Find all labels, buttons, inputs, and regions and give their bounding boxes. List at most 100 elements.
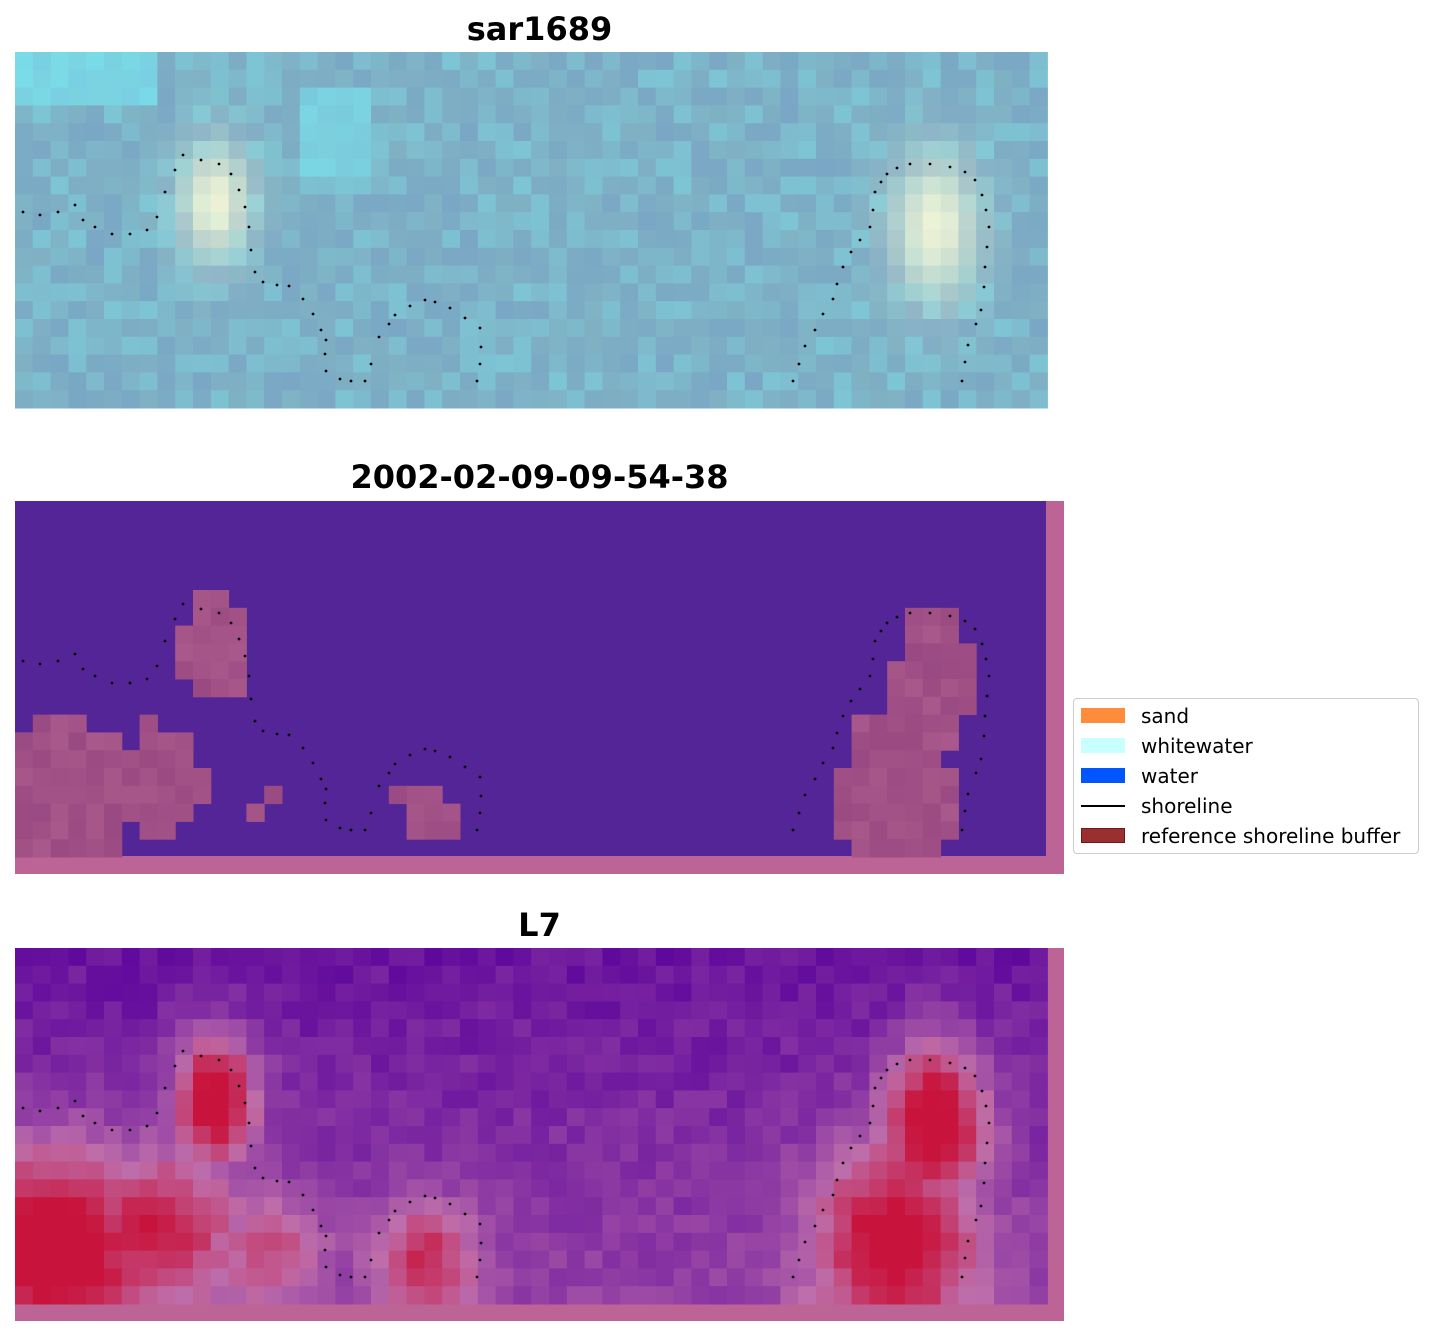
- index-pixel: [833, 1090, 853, 1109]
- image-pixel: [424, 69, 443, 89]
- index-pixel: [121, 1286, 141, 1305]
- index-pixel: [762, 1001, 781, 1020]
- index-pixel: [851, 1108, 870, 1127]
- index-pixel: [210, 1215, 230, 1234]
- image-pixel: [691, 372, 710, 391]
- image-pixel: [406, 372, 425, 391]
- index-pixel: [228, 1197, 247, 1216]
- index-pixel: [1029, 1215, 1048, 1234]
- index-pixel: [851, 1215, 870, 1234]
- index-pixel: [1029, 1090, 1048, 1109]
- classified-pixel: [86, 732, 105, 751]
- index-pixel: [139, 1286, 158, 1305]
- shoreline-point: [974, 771, 978, 775]
- image-pixel: [32, 87, 52, 106]
- index-pixel: [139, 983, 158, 1002]
- image-pixel: [780, 319, 799, 338]
- image-pixel: [353, 319, 372, 338]
- image-pixel: [139, 194, 158, 213]
- shoreline-point: [199, 607, 203, 611]
- index-pixel: [282, 1197, 301, 1216]
- image-pixel: [50, 319, 69, 338]
- shoreline-point: [128, 1128, 132, 1132]
- image-pixel: [424, 123, 443, 142]
- image-pixel: [566, 194, 586, 213]
- image-pixel: [833, 105, 853, 124]
- image-pixel: [282, 372, 301, 391]
- index-pixel: [744, 1126, 764, 1145]
- image-pixel: [691, 390, 710, 409]
- classified-pixel: [175, 803, 194, 822]
- shoreline-point: [301, 746, 305, 750]
- index-pixel: [104, 1054, 123, 1074]
- image-pixel: [282, 158, 301, 178]
- image-pixel: [584, 87, 603, 106]
- index-pixel: [477, 1037, 497, 1056]
- index-pixel: [762, 965, 781, 985]
- index-pixel: [780, 1037, 799, 1056]
- index-pixel: [638, 1037, 657, 1056]
- index-pixel: [460, 948, 479, 967]
- image-pixel: [68, 194, 87, 213]
- index-pixel: [673, 1268, 692, 1287]
- image-pixel: [86, 336, 105, 356]
- image-pixel: [727, 230, 746, 249]
- shoreline-point: [324, 818, 328, 822]
- image-pixel: [762, 354, 781, 373]
- index-pixel: [620, 1232, 639, 1252]
- index-pixel: [1011, 1019, 1031, 1038]
- image-pixel: [264, 69, 283, 89]
- index-pixel: [68, 1286, 87, 1305]
- index-pixel: [638, 948, 657, 967]
- shoreline-point: [301, 297, 305, 301]
- image-pixel: [922, 176, 942, 195]
- index-pixel: [246, 1126, 265, 1145]
- image-pixel: [388, 390, 408, 409]
- shoreline-point: [324, 338, 328, 342]
- image-pixel: [869, 354, 888, 373]
- index-pixel: [282, 1090, 301, 1109]
- shoreline-point: [324, 1234, 328, 1238]
- index-pixel: [1011, 1215, 1031, 1234]
- shoreline-point: [199, 1054, 203, 1058]
- shoreline-point: [928, 162, 932, 166]
- index-pixel: [477, 1019, 497, 1038]
- image-pixel: [299, 158, 319, 178]
- index-pixel: [655, 1072, 675, 1091]
- index-pixel: [210, 1197, 230, 1216]
- image-pixel: [798, 354, 817, 373]
- classified-pixel: [15, 732, 34, 751]
- shoreline-point: [871, 208, 875, 212]
- image-pixel: [104, 336, 123, 356]
- index-pixel: [121, 965, 141, 985]
- index-pixel: [566, 1250, 586, 1269]
- index-pixel: [922, 1054, 942, 1074]
- index-pixel: [442, 1179, 461, 1198]
- classified-pixel: [104, 732, 123, 751]
- image-pixel: [887, 390, 906, 409]
- image-pixel: [655, 265, 675, 284]
- image-pixel: [406, 194, 425, 213]
- index-pixel: [744, 1143, 764, 1163]
- index-pixel: [887, 1126, 906, 1145]
- image-pixel: [940, 319, 959, 338]
- index-pixel: [566, 1197, 586, 1216]
- image-pixel: [566, 176, 586, 195]
- shoreline-point: [841, 714, 845, 718]
- index-pixel: [566, 1001, 586, 1020]
- shoreline-point: [982, 1181, 986, 1185]
- image-pixel: [744, 194, 764, 213]
- image-pixel: [976, 87, 995, 106]
- index-pixel: [833, 1054, 853, 1074]
- image-pixel: [335, 141, 354, 160]
- classified-pixel: [851, 732, 870, 751]
- classified-pixel: [121, 750, 141, 769]
- image-pixel: [531, 372, 550, 391]
- shoreline-point: [948, 165, 952, 169]
- index-pixel: [940, 1232, 959, 1252]
- index-pixel: [1011, 1001, 1031, 1020]
- image-pixel: [798, 105, 817, 124]
- index-pixel: [762, 1215, 781, 1234]
- image-pixel: [922, 319, 942, 338]
- index-pixel: [513, 1090, 532, 1109]
